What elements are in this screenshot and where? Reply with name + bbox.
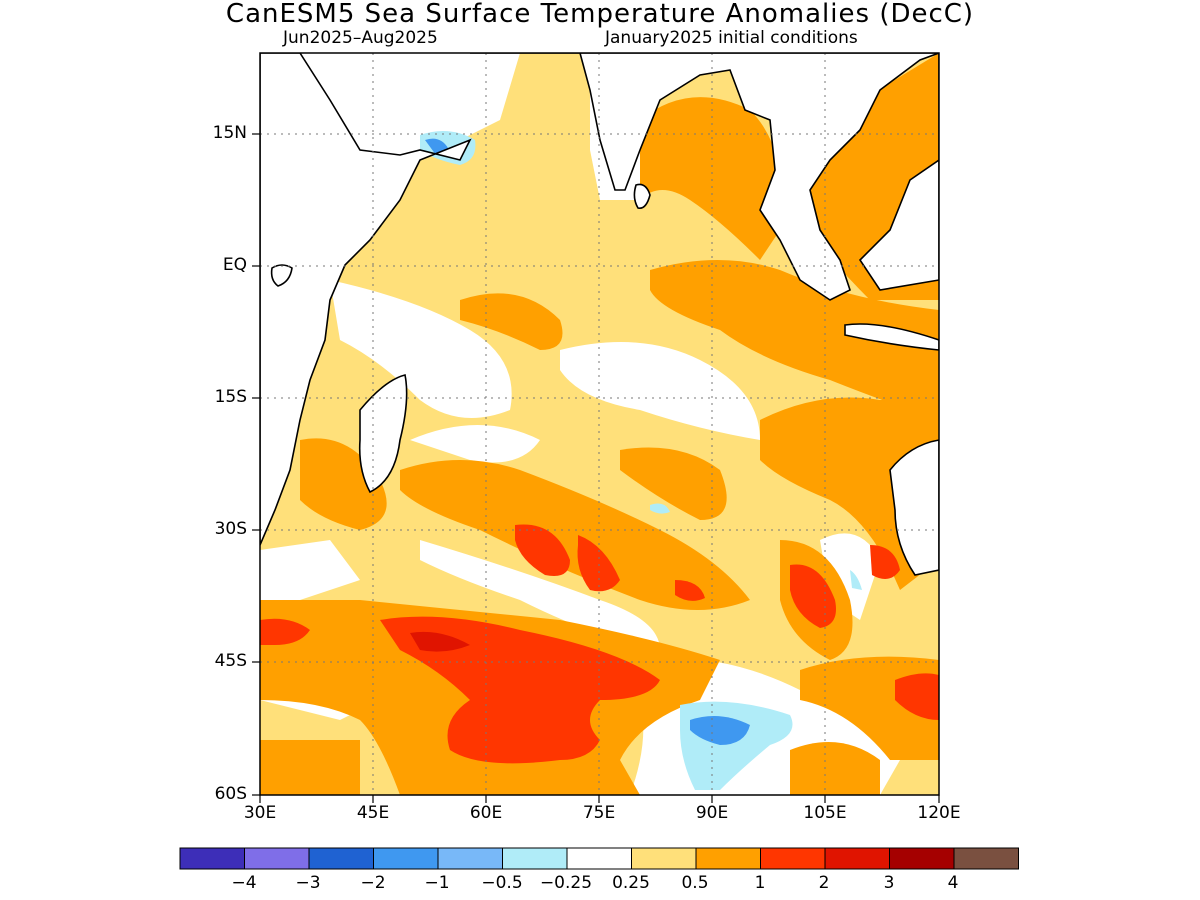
initial-conditions-subtitle: January2025 initial conditions xyxy=(605,28,858,48)
map-title: CanESM5 Sea Surface Temperature Anomalie… xyxy=(225,0,975,29)
colorbar-label: −0.5 xyxy=(481,873,523,893)
lon-label-120e: 120E xyxy=(917,803,961,823)
colorbar xyxy=(179,847,1019,870)
colorbar-label: −2 xyxy=(360,873,386,893)
strong-warm-anomaly-regions xyxy=(260,524,939,764)
colorbar-swatch xyxy=(695,847,761,870)
colorbar-swatch xyxy=(566,847,632,870)
colorbar-swatch xyxy=(953,847,1019,870)
colorbar-swatch xyxy=(824,847,890,870)
lon-label-105e: 105E xyxy=(803,803,847,823)
colorbar-swatch xyxy=(889,847,955,870)
colorbar-label: −1 xyxy=(424,873,450,893)
land-outlines xyxy=(260,53,939,576)
colorbar-label: −3 xyxy=(295,873,321,893)
lon-label-60e: 60E xyxy=(469,803,503,823)
lon-label-45e: 45E xyxy=(356,803,390,823)
lon-label-75e: 75E xyxy=(582,803,616,823)
very-strong-warm-anomaly xyxy=(410,631,470,652)
lat-label-15s: 15S xyxy=(214,387,247,407)
lon-label-90e: 90E xyxy=(695,803,729,823)
colorbar-swatch xyxy=(437,847,503,870)
period-subtitle: Jun2025–Aug2025 xyxy=(283,28,438,48)
colorbar-swatch xyxy=(244,847,310,870)
lat-label-60s: 60S xyxy=(214,784,247,804)
anomaly-field xyxy=(260,53,939,795)
lat-label-eq: EQ xyxy=(222,255,247,275)
colorbar-label: 4 xyxy=(947,873,959,893)
graticule xyxy=(260,53,939,795)
lat-label-30s: 30S xyxy=(214,519,247,539)
colorbar-swatch xyxy=(631,847,697,870)
colorbar-label: 0.25 xyxy=(612,873,650,893)
lat-label-15n: 15N xyxy=(212,123,247,143)
colorbar-swatch xyxy=(502,847,568,870)
lat-label-45s: 45S xyxy=(214,651,247,671)
colorbar-swatch xyxy=(308,847,374,870)
lon-label-30e: 30E xyxy=(243,803,277,823)
colorbar-swatch xyxy=(179,847,245,870)
colorbar-label: −0.25 xyxy=(539,873,593,893)
colorbar-label: 1 xyxy=(754,873,766,893)
colorbar-swatch xyxy=(373,847,439,870)
colorbar-label: 0.5 xyxy=(681,873,709,893)
axis-ticks xyxy=(252,133,940,803)
colorbar-label: 2 xyxy=(818,873,830,893)
colorbar-swatch xyxy=(760,847,826,870)
colorbar-label: 3 xyxy=(883,873,895,893)
colorbar-label: −4 xyxy=(231,873,257,893)
